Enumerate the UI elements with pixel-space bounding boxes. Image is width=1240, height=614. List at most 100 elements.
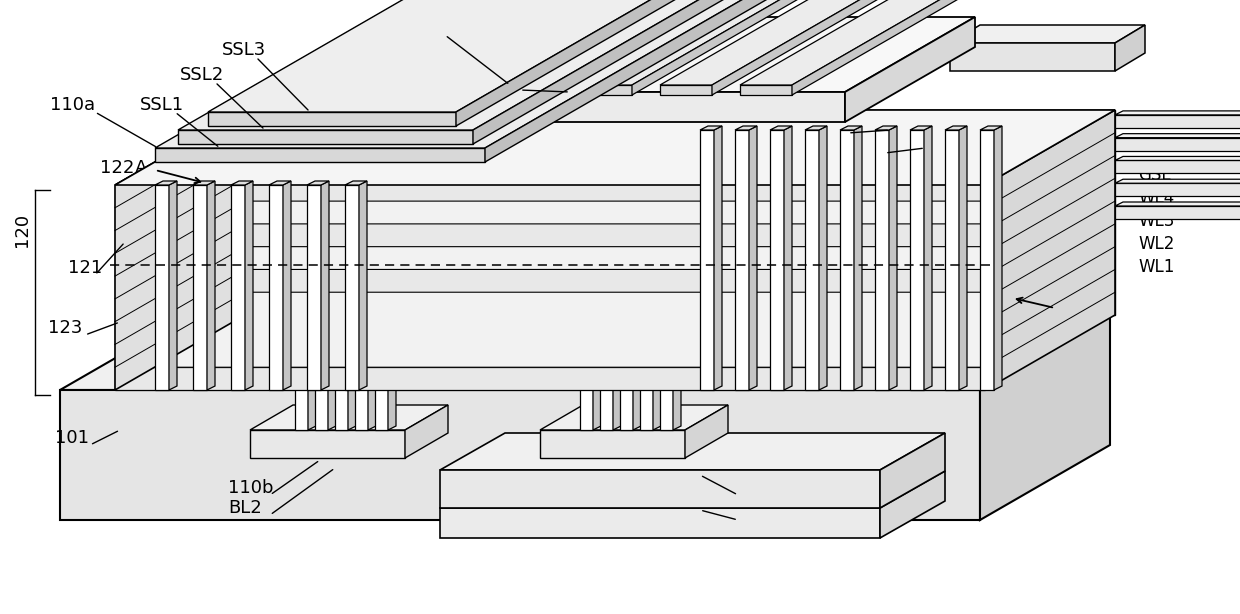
Polygon shape	[368, 381, 376, 430]
Polygon shape	[701, 130, 714, 390]
Polygon shape	[472, 0, 993, 144]
Polygon shape	[1115, 183, 1240, 196]
Polygon shape	[770, 130, 784, 390]
Polygon shape	[115, 201, 1115, 276]
Polygon shape	[269, 185, 283, 390]
Polygon shape	[115, 224, 1115, 299]
Polygon shape	[115, 247, 1115, 322]
Polygon shape	[701, 126, 722, 130]
Text: GSL: GSL	[1138, 166, 1171, 184]
Polygon shape	[818, 126, 827, 390]
Polygon shape	[980, 126, 1002, 130]
Polygon shape	[420, 85, 472, 95]
Text: WL3: WL3	[1138, 212, 1174, 230]
Polygon shape	[335, 381, 356, 385]
Polygon shape	[910, 130, 924, 390]
Polygon shape	[539, 430, 684, 458]
Polygon shape	[714, 126, 722, 390]
Polygon shape	[329, 381, 336, 430]
Polygon shape	[660, 381, 681, 385]
Text: 131: 131	[701, 481, 734, 499]
Text: A: A	[135, 159, 148, 177]
Polygon shape	[673, 381, 681, 430]
Polygon shape	[945, 126, 967, 130]
Polygon shape	[208, 112, 456, 126]
Polygon shape	[456, 0, 976, 126]
Polygon shape	[115, 322, 985, 344]
Polygon shape	[246, 17, 975, 92]
Polygon shape	[660, 385, 673, 430]
Text: 121: 121	[68, 259, 102, 277]
Polygon shape	[388, 381, 396, 430]
Polygon shape	[115, 299, 985, 322]
Polygon shape	[348, 381, 356, 430]
Polygon shape	[115, 178, 1115, 254]
Polygon shape	[260, 0, 962, 85]
Polygon shape	[155, 185, 169, 390]
Polygon shape	[295, 385, 308, 430]
Polygon shape	[355, 381, 376, 385]
Polygon shape	[115, 230, 985, 254]
Polygon shape	[684, 405, 728, 458]
Polygon shape	[115, 185, 985, 208]
Polygon shape	[115, 110, 246, 390]
Polygon shape	[839, 130, 854, 390]
Polygon shape	[1115, 138, 1240, 150]
Polygon shape	[295, 381, 316, 385]
Polygon shape	[950, 43, 1115, 71]
Polygon shape	[839, 126, 862, 130]
Text: WL4: WL4	[1138, 189, 1174, 207]
Polygon shape	[155, 181, 177, 185]
Polygon shape	[1115, 206, 1240, 219]
Polygon shape	[115, 110, 1115, 185]
Polygon shape	[115, 292, 1115, 367]
Polygon shape	[345, 181, 367, 185]
Polygon shape	[115, 110, 1115, 185]
Polygon shape	[805, 126, 827, 130]
Text: 132: 132	[848, 139, 883, 157]
Polygon shape	[115, 208, 985, 230]
Polygon shape	[231, 181, 253, 185]
Polygon shape	[1115, 111, 1240, 115]
Polygon shape	[959, 126, 967, 390]
Polygon shape	[660, 85, 712, 95]
Polygon shape	[500, 85, 552, 95]
Polygon shape	[640, 385, 653, 430]
Polygon shape	[246, 92, 844, 122]
Polygon shape	[169, 181, 177, 390]
Polygon shape	[115, 344, 985, 367]
Polygon shape	[1115, 202, 1240, 206]
Polygon shape	[950, 25, 1145, 43]
Polygon shape	[115, 367, 985, 390]
Text: SSL2: SSL2	[180, 66, 224, 84]
Polygon shape	[392, 0, 1042, 95]
Polygon shape	[115, 270, 1115, 344]
Polygon shape	[580, 85, 632, 95]
Polygon shape	[179, 130, 472, 144]
Polygon shape	[208, 0, 976, 112]
Polygon shape	[1115, 179, 1240, 183]
Text: 110a: 110a	[50, 96, 95, 114]
Text: WL1: WL1	[1138, 258, 1174, 276]
Polygon shape	[580, 0, 1240, 85]
Polygon shape	[552, 0, 1202, 95]
Polygon shape	[312, 0, 962, 95]
Polygon shape	[632, 381, 641, 430]
Polygon shape	[1115, 160, 1240, 173]
Polygon shape	[207, 181, 215, 390]
Polygon shape	[735, 126, 756, 130]
Polygon shape	[945, 130, 959, 390]
Polygon shape	[440, 470, 880, 508]
Polygon shape	[600, 381, 621, 385]
Text: SSL1: SSL1	[140, 96, 184, 114]
Polygon shape	[179, 0, 993, 130]
Polygon shape	[1115, 157, 1240, 160]
Polygon shape	[269, 181, 291, 185]
Text: SSL3: SSL3	[222, 41, 267, 59]
Text: 123: 123	[48, 319, 82, 337]
Text: A: A	[1058, 299, 1070, 317]
Polygon shape	[440, 433, 945, 470]
Polygon shape	[1115, 25, 1145, 71]
Polygon shape	[875, 130, 889, 390]
Polygon shape	[250, 405, 448, 430]
